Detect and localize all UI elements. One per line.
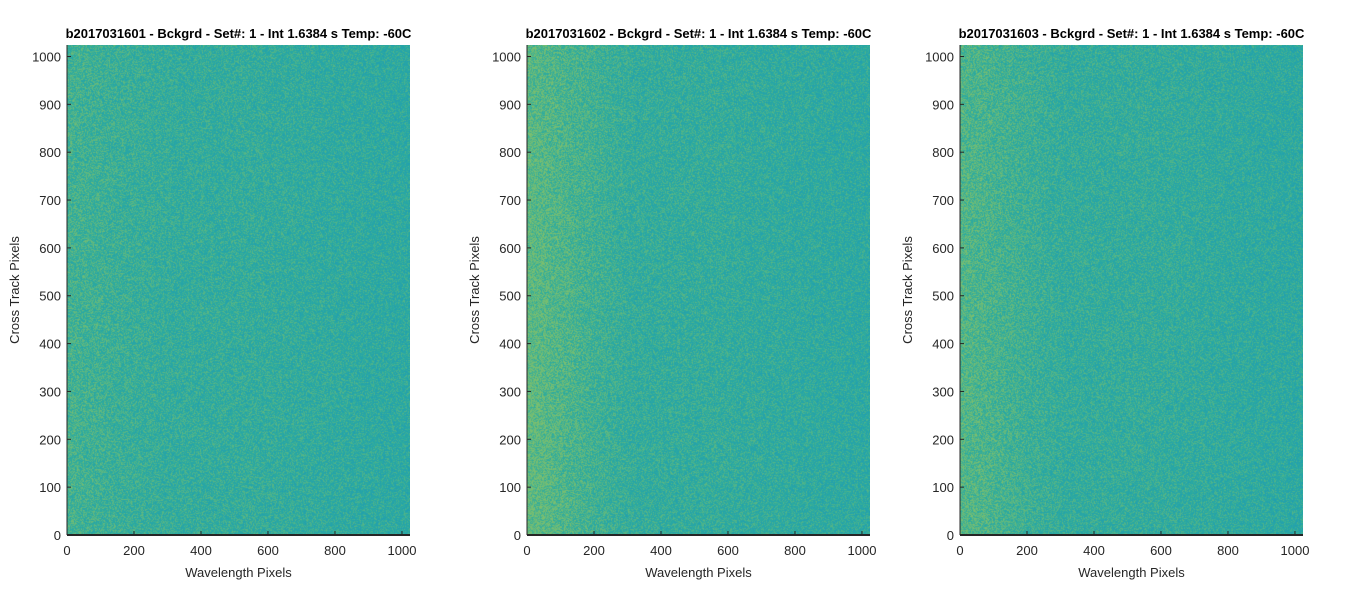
y-tick-label: 900 (39, 97, 61, 112)
x-tick-label: 800 (1217, 543, 1239, 558)
y-tick-label: 1000 (492, 49, 521, 64)
x-tick-label: 400 (650, 543, 672, 558)
y-tick-label: 900 (932, 97, 954, 112)
y-tick-label: 400 (499, 337, 521, 352)
x-axis-label: Wavelength Pixels (645, 565, 752, 580)
chart-title: b2017031601 - Bckgrd - Set#: 1 - Int 1.6… (66, 26, 412, 41)
x-tick-label: 1000 (1281, 543, 1310, 558)
chart-title: b2017031602 - Bckgrd - Set#: 1 - Int 1.6… (526, 26, 872, 41)
chart-panel-2: b2017031602 - Bckgrd - Set#: 1 - Int 1.6… (460, 0, 910, 600)
heatmap-image (960, 45, 1303, 535)
x-tick-label: 400 (190, 543, 212, 558)
y-tick-label: 0 (54, 528, 61, 543)
y-tick-label: 100 (932, 480, 954, 495)
x-tick-label: 600 (257, 543, 279, 558)
y-tick-label: 700 (932, 193, 954, 208)
y-tick-label: 100 (39, 480, 61, 495)
x-axis-label: Wavelength Pixels (185, 565, 292, 580)
y-tick-label: 400 (39, 337, 61, 352)
y-tick-label: 200 (932, 432, 954, 447)
y-axis-label: Cross Track Pixels (7, 236, 22, 344)
x-tick-label: 0 (956, 543, 963, 558)
heatmap-image (67, 45, 410, 535)
y-axis-label: Cross Track Pixels (467, 236, 482, 344)
x-tick-label: 800 (784, 543, 806, 558)
y-tick-label: 600 (499, 241, 521, 256)
y-tick-label: 500 (499, 289, 521, 304)
y-axis-label: Cross Track Pixels (900, 236, 915, 344)
x-axis-label: Wavelength Pixels (1078, 565, 1185, 580)
y-tick-label: 400 (932, 337, 954, 352)
y-tick-label: 500 (39, 289, 61, 304)
y-tick-label: 700 (499, 193, 521, 208)
chart-svg-3: b2017031603 - Bckgrd - Set#: 1 - Int 1.6… (900, 26, 1310, 580)
x-tick-label: 200 (123, 543, 145, 558)
chart-svg-2: b2017031602 - Bckgrd - Set#: 1 - Int 1.6… (467, 26, 877, 580)
x-tick-label: 0 (63, 543, 70, 558)
y-tick-label: 1000 (32, 49, 61, 64)
y-tick-label: 800 (499, 145, 521, 160)
y-tick-label: 100 (499, 480, 521, 495)
x-tick-label: 600 (717, 543, 739, 558)
y-tick-label: 300 (499, 384, 521, 399)
chart-svg-1: b2017031601 - Bckgrd - Set#: 1 - Int 1.6… (7, 26, 417, 580)
y-tick-label: 0 (947, 528, 954, 543)
y-tick-label: 800 (932, 145, 954, 160)
y-tick-label: 200 (499, 432, 521, 447)
chart-title: b2017031603 - Bckgrd - Set#: 1 - Int 1.6… (959, 26, 1305, 41)
chart-panel-3: b2017031603 - Bckgrd - Set#: 1 - Int 1.6… (893, 0, 1343, 600)
x-tick-label: 1000 (848, 543, 877, 558)
y-tick-label: 700 (39, 193, 61, 208)
x-tick-label: 400 (1083, 543, 1105, 558)
y-tick-label: 1000 (925, 49, 954, 64)
y-tick-label: 300 (932, 384, 954, 399)
y-tick-label: 300 (39, 384, 61, 399)
x-tick-label: 200 (583, 543, 605, 558)
y-tick-label: 800 (39, 145, 61, 160)
y-tick-label: 0 (514, 528, 521, 543)
x-tick-label: 800 (324, 543, 346, 558)
y-tick-label: 600 (932, 241, 954, 256)
y-tick-label: 900 (499, 97, 521, 112)
x-tick-label: 1000 (388, 543, 417, 558)
chart-panel-1: b2017031601 - Bckgrd - Set#: 1 - Int 1.6… (0, 0, 450, 600)
y-tick-label: 500 (932, 289, 954, 304)
y-tick-label: 200 (39, 432, 61, 447)
heatmap-image (527, 45, 870, 535)
x-tick-label: 200 (1016, 543, 1038, 558)
x-tick-label: 600 (1150, 543, 1172, 558)
x-tick-label: 0 (523, 543, 530, 558)
y-tick-label: 600 (39, 241, 61, 256)
